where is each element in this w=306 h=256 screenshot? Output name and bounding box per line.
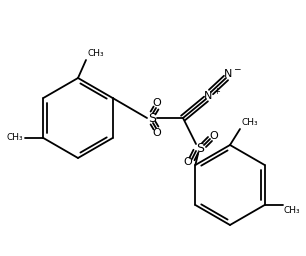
Text: CH₃: CH₃ [87, 49, 104, 58]
Text: +: + [213, 87, 220, 95]
Text: N: N [224, 69, 232, 79]
Text: S: S [196, 142, 204, 155]
Text: O: O [184, 157, 192, 167]
Text: O: O [153, 128, 161, 138]
Text: S: S [148, 112, 156, 124]
Text: O: O [153, 98, 161, 108]
Text: O: O [210, 131, 218, 141]
Text: CH₃: CH₃ [7, 133, 23, 143]
Text: CH₃: CH₃ [241, 118, 258, 127]
Text: N: N [204, 91, 212, 101]
Text: −: − [233, 65, 241, 73]
Text: CH₃: CH₃ [284, 206, 300, 215]
